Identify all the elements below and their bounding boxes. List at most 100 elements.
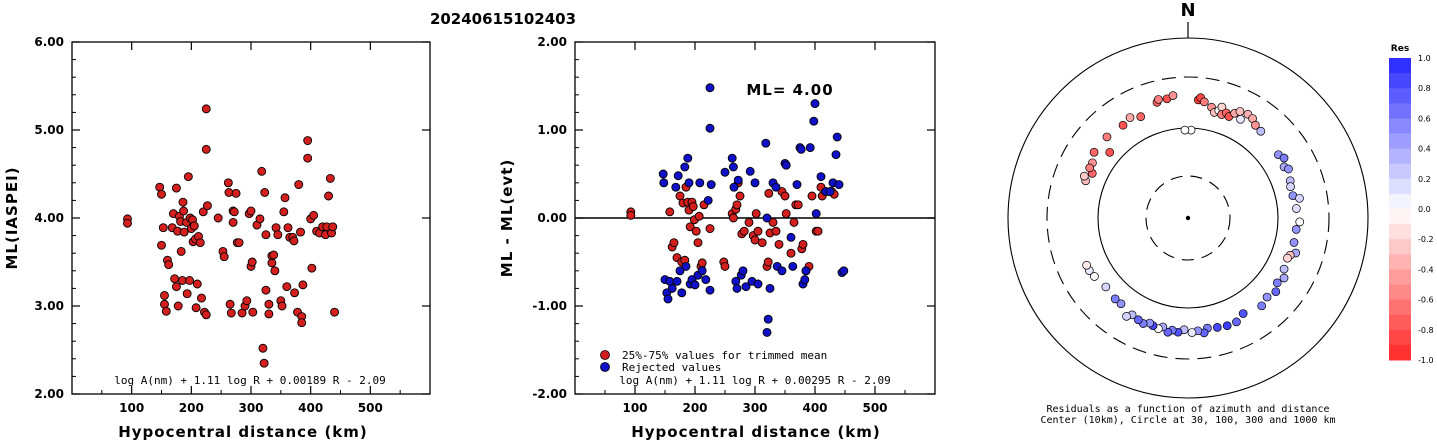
left-formula: log A(nm) + 1.11 log R + 0.00189 R - 2.0…	[114, 374, 386, 387]
accepted-point	[735, 191, 745, 201]
rejected-point	[658, 169, 668, 179]
mid-y-tick-label: 2.00	[537, 35, 567, 49]
rejected-point	[805, 143, 815, 153]
left-x-tick-label: 100	[119, 401, 144, 415]
legend-marker-rejected	[600, 362, 610, 372]
rejected-point	[703, 195, 713, 205]
station-residual-point	[1291, 225, 1301, 234]
colorbar-cell	[1389, 73, 1411, 89]
left-data-point	[157, 189, 166, 199]
north-label: N	[1180, 0, 1195, 21]
rejected-point	[683, 153, 693, 163]
left-data-point	[202, 201, 212, 211]
station-residual-point	[1272, 278, 1282, 288]
accepted-point	[705, 224, 715, 234]
rejected-point	[705, 83, 715, 93]
rejected-point	[677, 288, 687, 298]
station-residual-point	[1089, 147, 1099, 157]
azimuth-residual-map: N Residuals as a function of azimuth and…	[1007, 0, 1369, 426]
accepted-point	[751, 209, 761, 219]
left-data-point	[289, 236, 299, 246]
colorbar-cell	[1389, 193, 1411, 210]
left-data-point	[282, 282, 292, 292]
left-data-point	[277, 301, 287, 311]
colorbar-cell	[1389, 148, 1411, 165]
left-data-point	[290, 288, 300, 298]
rejected-point	[800, 275, 810, 285]
station-residual-point	[1180, 125, 1190, 135]
accepted-point	[626, 210, 636, 220]
left-data-point	[297, 318, 307, 328]
colorbar-tick-label: 0.2	[1418, 175, 1431, 184]
station-residual-point	[1279, 153, 1289, 163]
colorbar-cell	[1389, 133, 1411, 150]
rejected-point	[796, 144, 806, 154]
mid-y-tick-label: 1.00	[537, 123, 567, 137]
left-data-point	[201, 310, 211, 320]
left-data-point	[226, 308, 236, 318]
left-data-point	[229, 207, 239, 217]
accepted-point	[798, 239, 808, 249]
accepted-point	[768, 217, 778, 227]
mid-y-tick-label: -2.00	[532, 387, 567, 401]
colorbar-tick-label: 1.0	[1418, 54, 1431, 63]
left-data-point	[123, 218, 132, 228]
left-data-point	[255, 214, 265, 224]
rejected-point	[762, 213, 772, 223]
rejected-point	[753, 279, 763, 289]
left-data-point	[182, 289, 192, 299]
left-data-point	[280, 193, 290, 203]
colorbar-cell	[1389, 239, 1411, 255]
left-data-point	[201, 104, 211, 114]
station-residual-point	[1134, 315, 1143, 325]
accepted-point	[732, 200, 742, 210]
accepted-point	[691, 226, 701, 236]
station-residual-point	[1279, 264, 1289, 274]
rejected-point	[733, 175, 743, 185]
legend-label-accepted: 25%-75% values for trimmed mean	[622, 349, 827, 362]
left-y-tick-label: 6.00	[34, 35, 64, 49]
rejected-point	[727, 153, 737, 163]
mid-legend: 25%-75% values for trimmed mean Rejected…	[600, 349, 827, 374]
colorbar-cell	[1389, 224, 1411, 240]
station-residual-point	[1163, 327, 1173, 337]
accepted-point	[720, 261, 730, 271]
rejected-point	[761, 138, 771, 148]
colorbar-cell	[1389, 254, 1411, 270]
station-residual-point	[1279, 273, 1289, 283]
left-x-tick-label: 500	[358, 401, 383, 415]
colorbar-tick-label: 0.8	[1418, 84, 1431, 93]
mid-formula: log A(nm) + 1.11 log R + 0.00295 R - 2.0…	[619, 374, 891, 387]
ml-vs-distance-chart: 100 200 300 400 500 2.00 3.00 4.00 5.00 6.00 log …	[3, 35, 431, 441]
station-residual-point	[1283, 253, 1292, 263]
colorbar-title: Res	[1391, 44, 1409, 54]
rejected-point	[781, 160, 791, 170]
left-data-point	[161, 306, 171, 316]
station-residual-point	[1262, 292, 1272, 302]
station-residual-point	[1257, 301, 1267, 311]
station-residual-point	[1122, 312, 1131, 321]
left-data-point	[303, 136, 313, 146]
colorbar-tick-label: 0.4	[1418, 145, 1431, 154]
colorbar-tick-label: -0.8	[1418, 326, 1434, 335]
rejected-point	[680, 162, 690, 172]
center-point	[1185, 215, 1191, 221]
left-x-tick-label: 300	[238, 401, 263, 415]
left-data-point	[171, 282, 181, 292]
left-data-point	[231, 188, 241, 198]
left-data-point	[189, 221, 199, 231]
rejected-point	[777, 266, 787, 276]
rejected-point	[705, 123, 715, 133]
colorbar-cell	[1389, 344, 1411, 361]
rejected-point	[728, 162, 738, 172]
station-residual-point	[1295, 217, 1305, 227]
left-data-point	[183, 172, 193, 182]
accepted-point	[763, 257, 773, 267]
accepted-point	[697, 258, 707, 268]
rejected-point	[745, 166, 755, 176]
colorbar-cell	[1389, 284, 1411, 301]
station-residual-point	[1102, 132, 1112, 142]
colorbar-cell	[1389, 178, 1411, 195]
rejected-point	[832, 132, 842, 142]
colorbar-cell	[1389, 314, 1411, 331]
